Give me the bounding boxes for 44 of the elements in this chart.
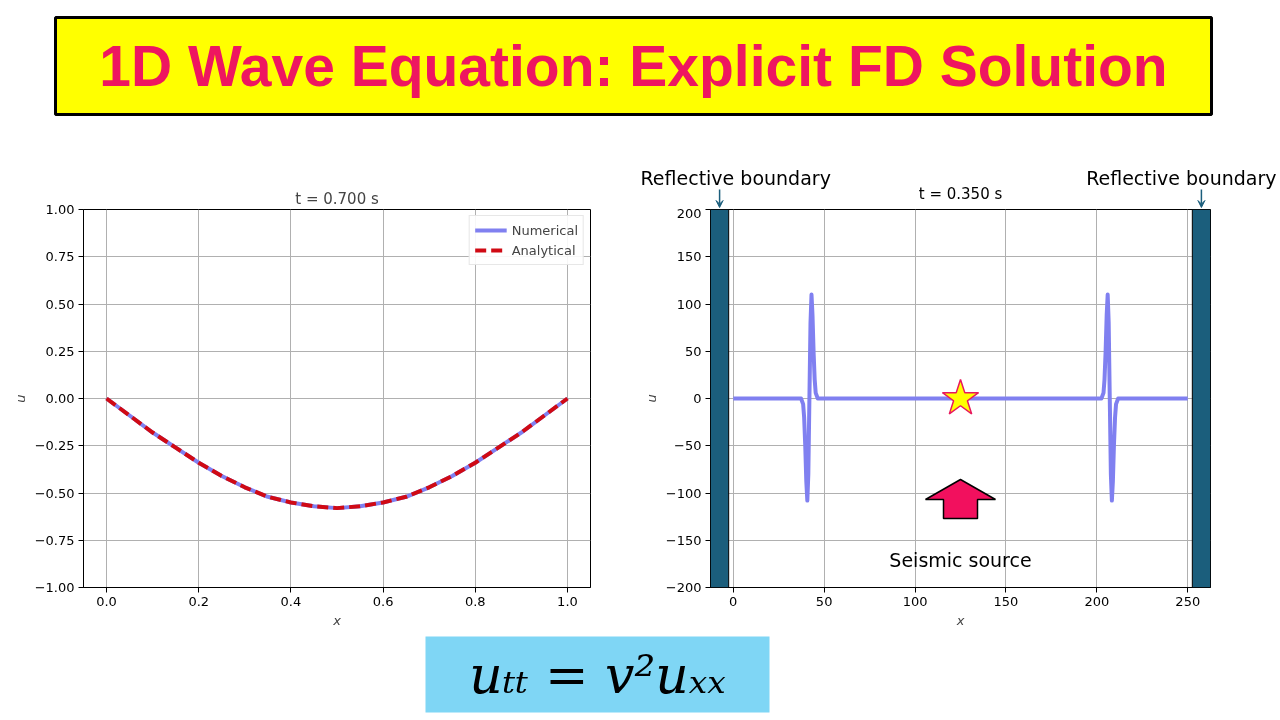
y-tick-label: 0.50 [45,296,75,312]
y-tick-label: −0.25 [34,438,75,454]
x-tick-label: 0.8 [464,593,486,609]
legend-label: Analytical [511,241,576,259]
x-tick-label: 200 [1084,593,1110,609]
y-tick-label: −200 [665,580,702,595]
y-tick-label: 100 [676,296,702,312]
text: uₜₜ = v²uₓₓ [469,644,726,705]
y-tick-label: −0.50 [34,485,75,501]
x-tick-label: 50 [815,593,833,609]
y-tick-label: 0.00 [45,391,75,406]
y-tick-label: −150 [665,532,702,548]
y-tick-label: 200 [676,205,702,221]
x-tick-label: 0 [729,593,738,609]
x-tick-label: 250 [1175,593,1201,609]
x-tick-label: 1.0 [557,593,578,609]
y-tick-label: 150 [676,249,702,265]
y-axis-title: u [12,394,28,403]
y-tick-label: −50 [674,438,702,454]
x-tick-label: 0.6 [372,593,394,609]
x-tick-label: 0.4 [280,593,302,609]
y-tick-label: −1.00 [34,580,75,595]
y-tick-label: 0.25 [45,343,75,359]
text: 1D Wave Equation: Explicit FD Solution [99,34,1168,98]
y-tick-label: 0.75 [45,249,75,265]
x-axis-title: x [332,612,342,628]
x-axis-title: x [955,612,965,628]
x-tick-label: 100 [902,593,928,609]
band-label: Reflective boundary [1086,166,1277,189]
x-tick-label: 150 [993,593,1019,609]
x-tick-label: 0.0 [96,593,117,609]
line-series [731,292,1190,503]
y-tick-label: 1.00 [45,202,75,217]
y-tick-label: 0 [693,391,702,406]
annotation: Seismic source [889,548,1032,571]
y-tick-label: −0.75 [34,532,75,548]
y-tick-label: −100 [665,485,702,501]
y-axis-title: u [643,394,659,403]
band-label: Reflective boundary [640,166,831,189]
chart-title: t = 0.350 s [918,184,1003,203]
legend-label: Numerical [511,221,578,239]
x-tick-label: 0.2 [188,593,210,609]
chart-title: t = 0.700 s [295,189,379,208]
y-tick-label: 50 [684,343,702,359]
